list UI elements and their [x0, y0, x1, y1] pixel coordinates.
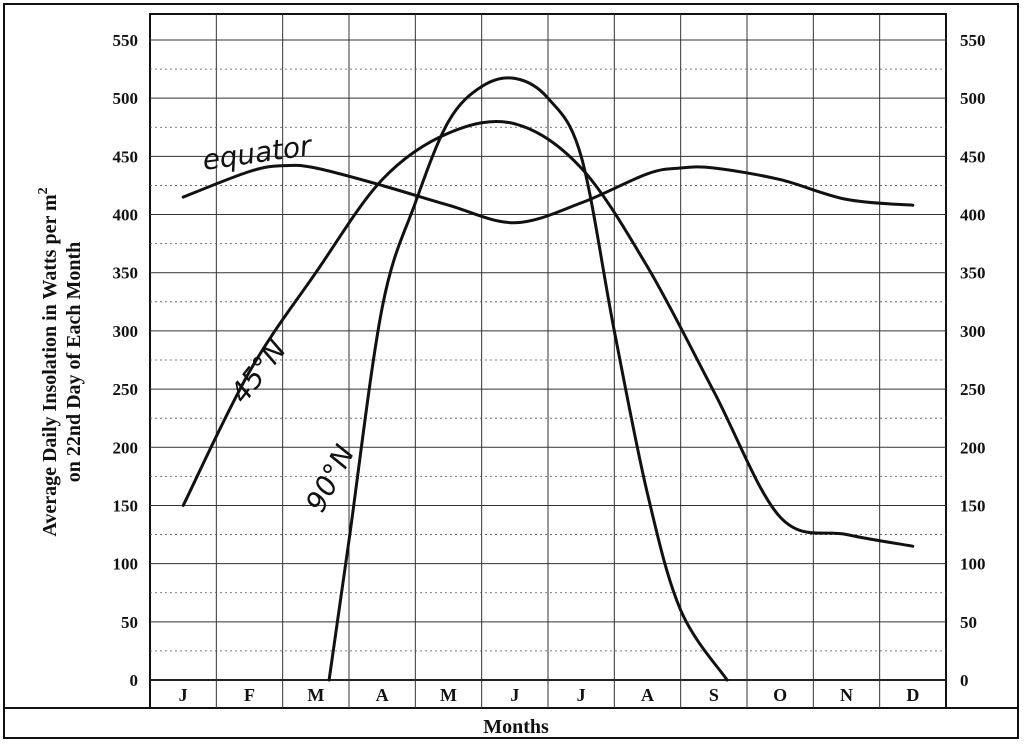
y-axis-title-text: Average Daily Insolation in Watts per m [39, 194, 61, 537]
series-line-45n [181, 120, 915, 548]
y-tick-label-right: 50 [960, 613, 977, 632]
x-tick-label: D [906, 685, 919, 705]
y-tick-label-right: 100 [960, 555, 986, 574]
y-tick-label-left: 450 [113, 147, 139, 166]
series-line-equator [181, 163, 915, 225]
x-tick-label: N [840, 685, 853, 705]
y-tick-label-left: 400 [113, 206, 139, 225]
outer-frame [3, 3, 1019, 739]
y-tick-label-right: 300 [960, 322, 986, 341]
x-tick-label: J [179, 685, 188, 705]
y-tick-label-right: 150 [960, 496, 986, 515]
x-tick-label: O [773, 685, 787, 705]
x-tick-label: M [307, 685, 324, 705]
series-line-90n [327, 76, 729, 682]
x-tick-label: F [244, 685, 255, 705]
y-tick-label-left: 0 [130, 671, 139, 690]
y-tick-label-right: 450 [960, 147, 986, 166]
x-tick-label: J [577, 685, 586, 705]
y-tick-label-right: 350 [960, 264, 986, 283]
y-tick-label-left: 50 [121, 613, 138, 632]
grid [3, 3, 1019, 739]
y-tick-label-right: 250 [960, 380, 986, 399]
y-tick-label-left: 150 [113, 496, 139, 515]
y-tick-label-left: 250 [113, 380, 139, 399]
series-lines [181, 76, 915, 682]
y-tick-label-right: 550 [960, 31, 986, 50]
y-axis-title-line2: on 22nd Day of Each Month [63, 242, 85, 483]
x-tick-label: A [641, 685, 654, 705]
x-tick-label: A [376, 685, 389, 705]
y-tick-label-left: 100 [113, 555, 139, 574]
x-tick-label: M [440, 685, 457, 705]
y-tick-label-right: 400 [960, 206, 986, 225]
y-tick-label-left: 350 [113, 264, 139, 283]
x-axis-title: Months [483, 716, 549, 738]
axis-titles: Average Daily Insolation in Watts per m2… [36, 187, 549, 738]
y-tick-label-left: 200 [113, 438, 139, 457]
y-tick-label-right: 0 [960, 671, 969, 690]
x-tick-label: J [510, 685, 519, 705]
y-tick-label-left: 500 [113, 89, 139, 108]
y-axis-title-line1: Average Daily Insolation in Watts per m2 [36, 187, 61, 536]
y-tick-label-left: 300 [113, 322, 139, 341]
y-tick-label-right: 500 [960, 89, 986, 108]
y-tick-label-right: 200 [960, 438, 986, 457]
y-tick-label-left: 550 [113, 31, 139, 50]
y-axis-title-superscript: 2 [36, 187, 51, 194]
tick-labels: 0 0 50 50 100 100 150 150 200 200 250 250 300 300 350 3… [113, 31, 986, 705]
x-tick-label: S [709, 685, 719, 705]
